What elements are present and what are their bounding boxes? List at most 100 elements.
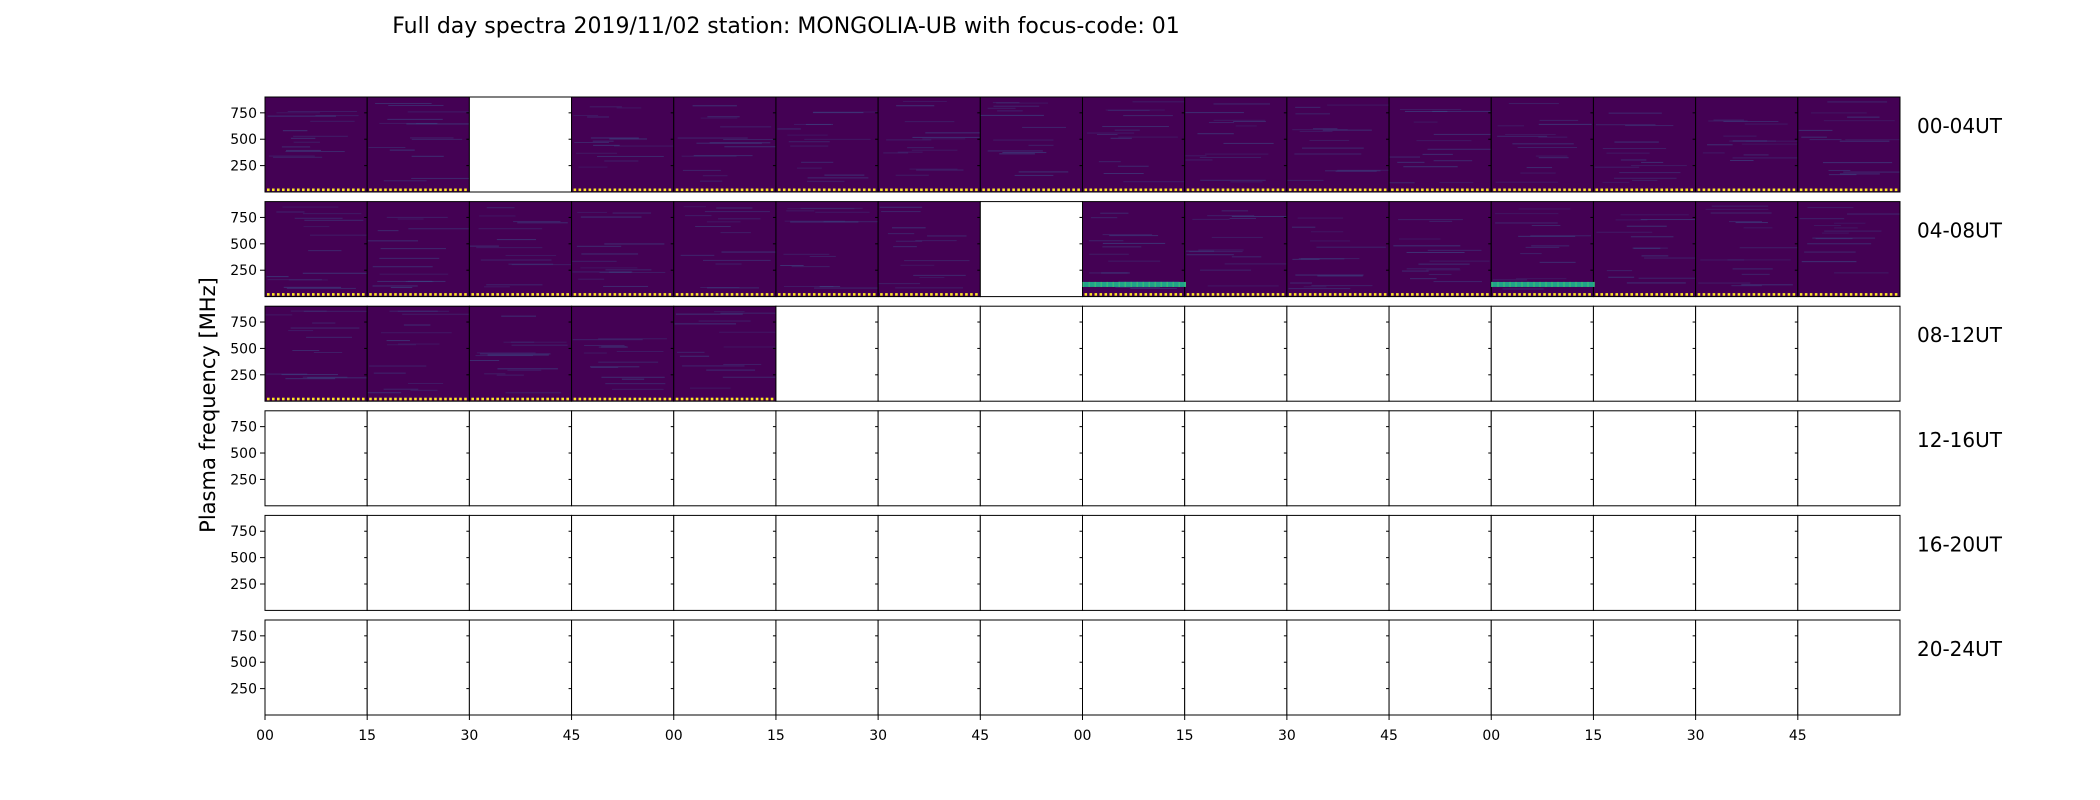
spectrum-noise-line (379, 257, 440, 259)
spectrum-noise-line (604, 160, 639, 162)
low-frequency-strip-dot (663, 397, 667, 401)
low-frequency-strip-dot (675, 293, 679, 296)
spectrum-noise-line (276, 211, 305, 213)
empty-panel (775, 514, 879, 611)
low-frequency-strip-dot (1737, 293, 1741, 296)
low-frequency-strip-dot (885, 188, 888, 192)
low-frequency-strip-dot (1353, 188, 1357, 192)
low-frequency-strip-dot (1191, 293, 1195, 296)
low-frequency-strip-dot (449, 188, 452, 192)
burst-texture (1503, 281, 1505, 287)
spectrum-noise-line (777, 128, 801, 130)
low-frequency-strip-dot (374, 293, 377, 296)
spectrum-background (1797, 97, 1900, 192)
spectrum-panel (1490, 96, 1594, 193)
spectrum-noise-line (282, 206, 339, 208)
low-frequency-strip-dot (1089, 188, 1093, 192)
spectrum-noise-line (706, 221, 741, 223)
spectrum-noise-line (397, 310, 449, 312)
row-time-label: 00-04UT (1917, 114, 2003, 138)
low-frequency-strip-dot (583, 293, 587, 296)
spectrum-noise-line (380, 248, 447, 250)
spectrum-noise-line (1732, 157, 1798, 159)
spectrum-noise-line (922, 138, 966, 140)
y-tick-label: 500 (230, 132, 257, 148)
spectrum-noise-line (1700, 259, 1745, 261)
low-frequency-strip-dot (1533, 188, 1536, 192)
spectrum-noise-line (1698, 282, 1751, 284)
low-frequency-strip-dot (317, 188, 320, 192)
low-frequency-strip-dot (561, 397, 564, 401)
spectrum-noise-line (925, 132, 981, 134)
spectrum-noise-line (887, 233, 915, 235)
empty-panel (571, 514, 675, 611)
low-frequency-strip-dot (1707, 293, 1711, 296)
spectrum-noise-line (721, 251, 776, 253)
spectrum-noise-line (791, 266, 830, 268)
spectrum-noise-line (390, 287, 413, 289)
low-frequency-strip-dot (352, 293, 355, 296)
empty-background (775, 306, 879, 402)
low-frequency-strip-dot (536, 397, 539, 401)
spectrum-noise-line (700, 180, 723, 182)
spectrum-noise-line (1495, 181, 1559, 183)
low-frequency-strip-dot (536, 293, 539, 296)
low-frequency-strip-dot (481, 397, 484, 401)
low-frequency-strip-dot (399, 293, 402, 296)
low-frequency-strip-dot (1323, 293, 1327, 296)
low-frequency-strip-dot (337, 293, 340, 296)
spectrum-noise-line (1221, 210, 1249, 212)
low-frequency-strip-dot (1625, 188, 1629, 192)
spectrum-noise-line (609, 138, 648, 140)
spectrum-noise-line (407, 383, 444, 385)
low-frequency-strip-dot (424, 293, 427, 296)
low-frequency-strip-dot (1154, 293, 1158, 296)
low-frequency-strip-dot (352, 188, 355, 192)
low-frequency-strip-dot (419, 188, 422, 192)
low-frequency-strip-dot (862, 293, 866, 296)
spectrum-noise-line (1809, 139, 1842, 141)
low-frequency-strip-dot (1528, 188, 1531, 192)
low-frequency-strip-dot (643, 293, 647, 296)
low-frequency-strip-dot (1099, 188, 1103, 192)
spectrum-noise-line (1317, 275, 1363, 277)
spectrum-noise-line (1705, 208, 1769, 210)
low-frequency-strip-dot (653, 397, 657, 401)
low-frequency-strip-dot (1007, 188, 1010, 192)
spectrum-noise-line (1105, 109, 1165, 111)
spectrum-noise-line (408, 228, 470, 230)
x-tick-label: 30 (460, 728, 478, 744)
low-frequency-strip-dot (1685, 188, 1689, 192)
low-frequency-strip-dot (765, 188, 769, 192)
spectrum-background (265, 306, 368, 402)
low-frequency-strip-dot (1134, 188, 1138, 192)
low-frequency-strip-dot (817, 293, 821, 296)
spectrum-noise-line (682, 365, 745, 367)
low-frequency-strip-dot (394, 293, 397, 296)
low-frequency-strip-dot (1548, 293, 1551, 296)
spectrum-noise-line (286, 287, 356, 289)
empty-panel (1695, 410, 1799, 507)
spectrum-noise-line (1393, 245, 1461, 247)
spectrum-noise-line (1517, 146, 1578, 148)
spectrum-noise-line (368, 147, 406, 149)
empty-panel (1490, 514, 1594, 611)
low-frequency-strip-dot (404, 188, 407, 192)
spectrum-noise-line (1207, 285, 1279, 287)
spectrum-background (571, 306, 674, 402)
spectrum-noise-line (1130, 287, 1177, 289)
burst-texture (1593, 281, 1595, 287)
spectrum-background (878, 201, 981, 297)
spectrum-noise-line (302, 376, 348, 378)
low-frequency-strip-dot (1303, 188, 1307, 192)
spectrum-background (1184, 201, 1287, 297)
low-frequency-strip-dot (347, 397, 350, 401)
empty-panel (979, 514, 1083, 611)
low-frequency-strip-dot (1707, 188, 1711, 192)
spectrum-noise-line (290, 310, 327, 312)
low-frequency-strip-dot (613, 188, 617, 192)
low-frequency-strip-dot (521, 293, 524, 296)
low-frequency-strip-dot (409, 293, 412, 296)
spectrum-panel (571, 305, 675, 402)
low-frequency-strip-dot (1605, 188, 1609, 192)
